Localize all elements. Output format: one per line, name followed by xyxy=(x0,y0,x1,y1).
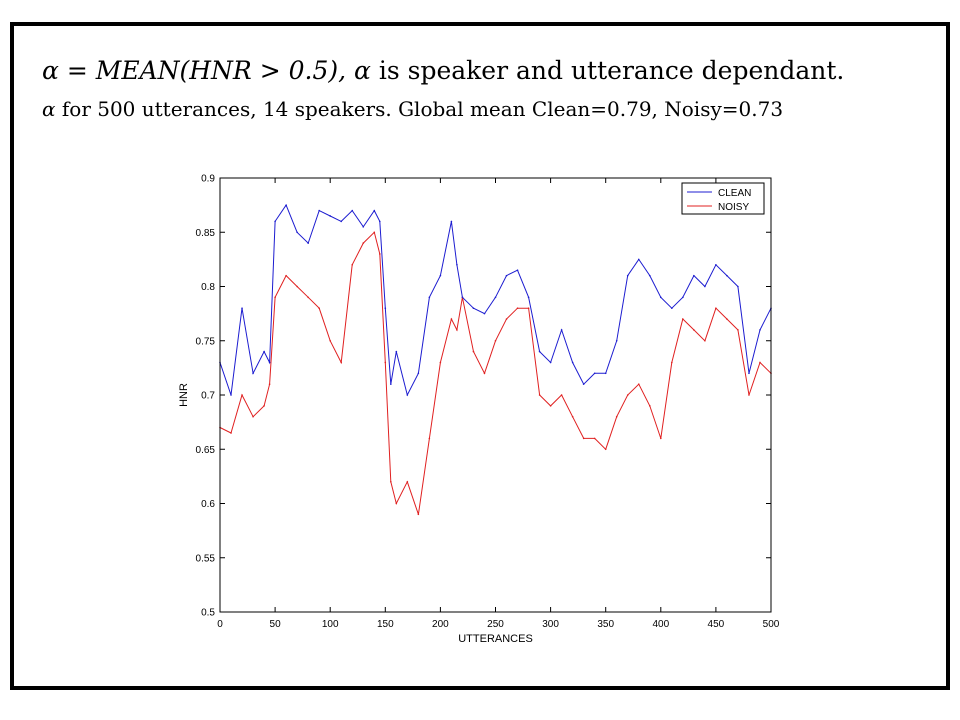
alpha-symbol: α xyxy=(42,97,56,121)
headline-text-1: is speaker and utterance dependant. xyxy=(370,56,845,85)
formula: α = MEAN(HNR > 0.5), xyxy=(42,56,347,85)
headline-line-2: α for 500 utterances, 14 speakers. Globa… xyxy=(42,97,783,121)
slide-frame xyxy=(10,22,950,690)
alpha-symbol: α xyxy=(354,56,371,85)
headline-text-2: for 500 utterances, 14 speakers. Global … xyxy=(55,97,784,121)
headline-line-1: α = MEAN(HNR > 0.5), α is speaker and ut… xyxy=(42,56,844,85)
